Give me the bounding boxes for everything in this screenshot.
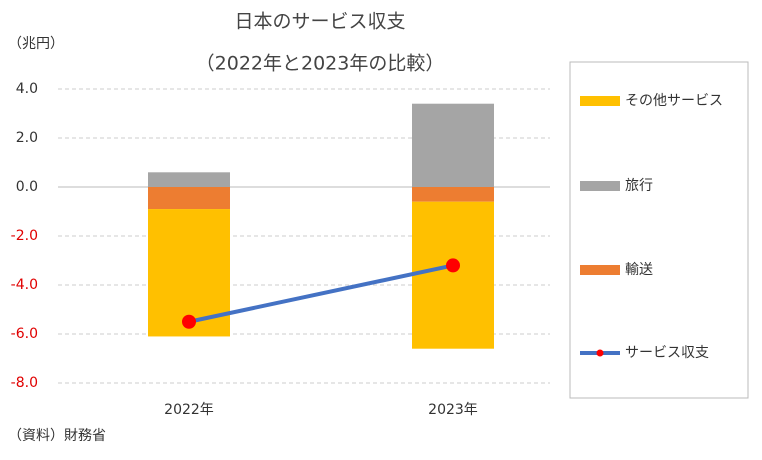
legend-label: サービス収支 xyxy=(625,345,709,361)
line-marker xyxy=(182,314,196,329)
y-tick-label: -2.0 xyxy=(11,228,38,244)
source: （資料）財務省 xyxy=(8,428,106,444)
line-marker xyxy=(446,258,460,273)
bar-segment xyxy=(148,187,230,210)
line xyxy=(188,263,454,324)
bar-segment xyxy=(412,103,494,187)
legend-swatch xyxy=(580,181,620,191)
y-tick-label: -6.0 xyxy=(11,326,38,342)
legend-box xyxy=(569,61,749,399)
bar-segment xyxy=(412,201,494,349)
y-tick-label: 4.0 xyxy=(16,81,38,97)
legend-label: 輸送 xyxy=(625,262,653,278)
y-tick-label: 2.0 xyxy=(16,130,38,146)
chart-subtitle: （2022年と2023年の比較） xyxy=(196,53,445,75)
y-tick-label: -4.0 xyxy=(11,277,38,293)
legend-label: その他サービス xyxy=(625,93,723,109)
legend-swatch xyxy=(580,96,620,106)
x-tick-label: 2022年 xyxy=(164,402,214,418)
y-tick-label: 0.0 xyxy=(16,179,38,195)
y-axis-label: （兆円） xyxy=(8,36,64,52)
legend-swatch xyxy=(580,265,620,275)
bar-segment xyxy=(148,172,230,187)
chart-title: 日本のサービス収支 xyxy=(234,11,405,33)
legend-label: 旅行 xyxy=(625,178,653,194)
bar-segment xyxy=(412,187,494,202)
legend-marker xyxy=(596,349,604,357)
x-tick-label: 2023年 xyxy=(428,402,478,418)
y-tick-label: -8.0 xyxy=(11,375,38,391)
